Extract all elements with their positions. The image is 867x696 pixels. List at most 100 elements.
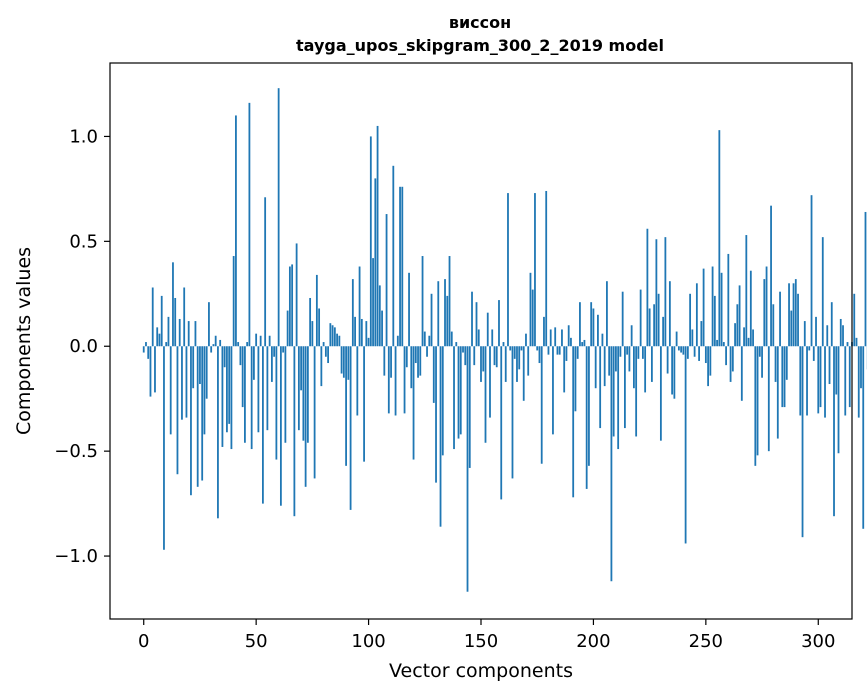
bar <box>291 264 294 347</box>
bar <box>745 235 748 347</box>
bar <box>860 346 862 389</box>
y-tick-label: 1.0 <box>69 126 98 147</box>
bar <box>495 346 498 368</box>
bar <box>158 333 161 347</box>
bar <box>729 346 732 382</box>
bar <box>444 279 446 347</box>
bar <box>387 346 390 414</box>
bar <box>221 346 224 447</box>
bar <box>205 346 208 399</box>
bar <box>812 346 815 361</box>
bar <box>322 342 325 347</box>
bar <box>835 346 838 395</box>
bar <box>268 335 271 347</box>
bar <box>547 346 550 355</box>
bar <box>801 346 804 538</box>
bar <box>725 346 727 366</box>
bar <box>405 346 408 368</box>
bar <box>657 293 660 347</box>
bar <box>815 316 817 347</box>
bar <box>720 272 723 347</box>
x-tick-label: 150 <box>464 631 498 652</box>
bar <box>190 346 192 496</box>
bar <box>736 304 739 347</box>
bar <box>176 346 179 475</box>
y-axis-ticks: 1.0 0.5 0.0 −0.5 −1.0 <box>54 126 110 567</box>
x-axis-label: Vector components <box>389 660 573 682</box>
bar <box>668 281 671 347</box>
bar <box>529 272 532 347</box>
bar <box>417 346 419 378</box>
bar <box>396 335 399 347</box>
bar <box>608 346 611 376</box>
bar <box>450 331 453 347</box>
bar <box>297 346 300 431</box>
bar <box>498 300 500 347</box>
bar <box>628 346 631 372</box>
bar <box>516 346 518 382</box>
bar <box>579 302 581 347</box>
bar <box>666 346 669 374</box>
bars-group <box>142 88 867 592</box>
bar <box>369 136 372 347</box>
bar <box>185 346 188 418</box>
chart-subtitle: tayga_upos_skipgram_300_2_2019 model <box>296 36 664 55</box>
bar <box>264 197 267 347</box>
bar <box>794 279 797 347</box>
bar <box>576 346 579 359</box>
bar <box>163 346 165 550</box>
bar <box>633 346 635 389</box>
bar <box>311 321 314 347</box>
bar <box>772 304 775 347</box>
x-tick-label: 100 <box>351 631 385 652</box>
bar <box>617 346 620 450</box>
bar <box>318 308 321 347</box>
bar <box>702 268 705 347</box>
bar <box>833 346 835 517</box>
bar <box>372 258 374 347</box>
bar <box>167 316 170 347</box>
bar <box>199 346 201 385</box>
bar <box>336 333 338 347</box>
bar <box>500 346 503 500</box>
bar <box>621 291 624 347</box>
bar <box>864 211 867 347</box>
bar <box>428 335 431 347</box>
bar <box>698 346 700 361</box>
x-tick-label: 250 <box>689 631 723 652</box>
bar <box>765 266 768 347</box>
bar <box>785 346 788 380</box>
bar <box>201 346 204 481</box>
bar <box>502 342 505 347</box>
bar <box>740 346 743 401</box>
bar <box>329 323 332 347</box>
bar <box>333 327 336 347</box>
bar <box>749 270 752 347</box>
x-axis-ticks: 0 50 100 150 200 250 300 <box>138 619 835 652</box>
bar <box>212 344 215 347</box>
bar <box>781 346 784 408</box>
bar <box>716 339 718 347</box>
bar <box>365 321 368 347</box>
bar <box>349 346 352 510</box>
bar <box>277 88 280 347</box>
bar <box>583 339 586 347</box>
bar <box>399 186 401 347</box>
bar <box>457 346 460 439</box>
bar <box>819 346 822 408</box>
bar <box>590 302 593 347</box>
bar <box>149 346 152 397</box>
x-tick-label: 200 <box>576 631 610 652</box>
bar <box>806 346 808 416</box>
bar <box>664 237 667 347</box>
bar <box>295 243 298 347</box>
bar <box>639 289 642 347</box>
bar <box>230 346 233 450</box>
bar <box>743 327 745 347</box>
bar <box>217 346 219 519</box>
bar <box>565 346 568 361</box>
bar <box>178 318 181 347</box>
bar <box>228 346 231 424</box>
bar <box>482 346 485 372</box>
